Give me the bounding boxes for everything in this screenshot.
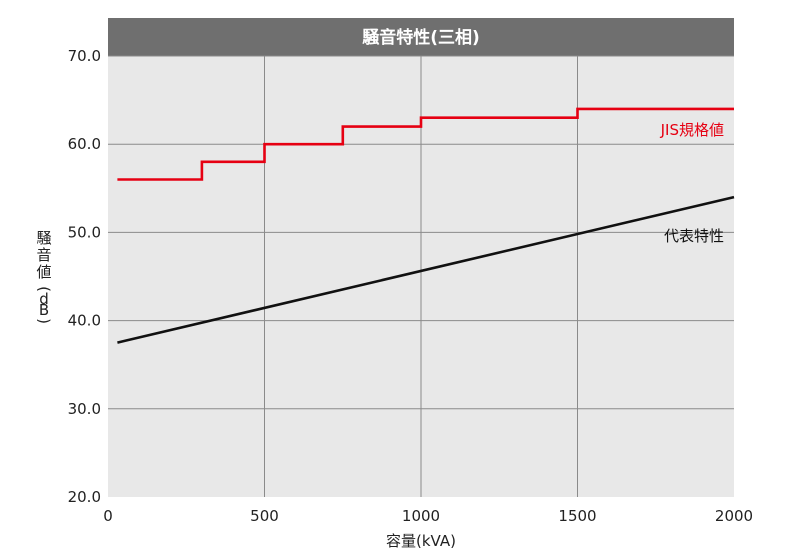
chart-title-bar [108, 18, 734, 56]
x-tick-label: 2000 [715, 507, 753, 525]
chart-title: 騒音特性(三相) [362, 27, 480, 48]
y-tick-label: 70.0 [68, 47, 101, 65]
grid-lines [108, 55, 734, 497]
y-tick-label: 60.0 [68, 135, 101, 153]
y-label-char: 騒 [36, 229, 51, 247]
series-line-jis [117, 107, 734, 181]
y-label-char: 音 [36, 246, 51, 264]
x-tick-labels: 0 500 1000 1500 2000 [103, 507, 753, 525]
y-tick-label: 30.0 [68, 400, 101, 418]
y-label-char: d [39, 290, 49, 308]
y-label-char: B [39, 301, 49, 319]
y-tick-labels: 20.0 30.0 40.0 50.0 60.0 70.0 [68, 47, 101, 506]
series-label-typical: 代表特性 [664, 227, 724, 245]
series-layer [117, 107, 735, 344]
x-tick-label: 1500 [558, 507, 596, 525]
y-label-char: ) [35, 318, 53, 324]
y-tick-label: 50.0 [68, 223, 101, 241]
y-label-char: 値 [36, 263, 51, 281]
x-axis-label: 容量(kVA) [386, 532, 456, 550]
x-tick-label: 0 [103, 507, 113, 525]
y-label-char: ( [35, 286, 53, 292]
y-tick-label: 40.0 [68, 312, 101, 330]
series-label-jis: JIS規格値 [660, 121, 724, 139]
y-axis-label: 騒音値 (dB) [35, 229, 53, 324]
series-line-typical [117, 195, 735, 344]
x-tick-label: 1000 [402, 507, 440, 525]
y-tick-label: 20.0 [68, 488, 101, 506]
x-tick-label: 500 [250, 507, 279, 525]
